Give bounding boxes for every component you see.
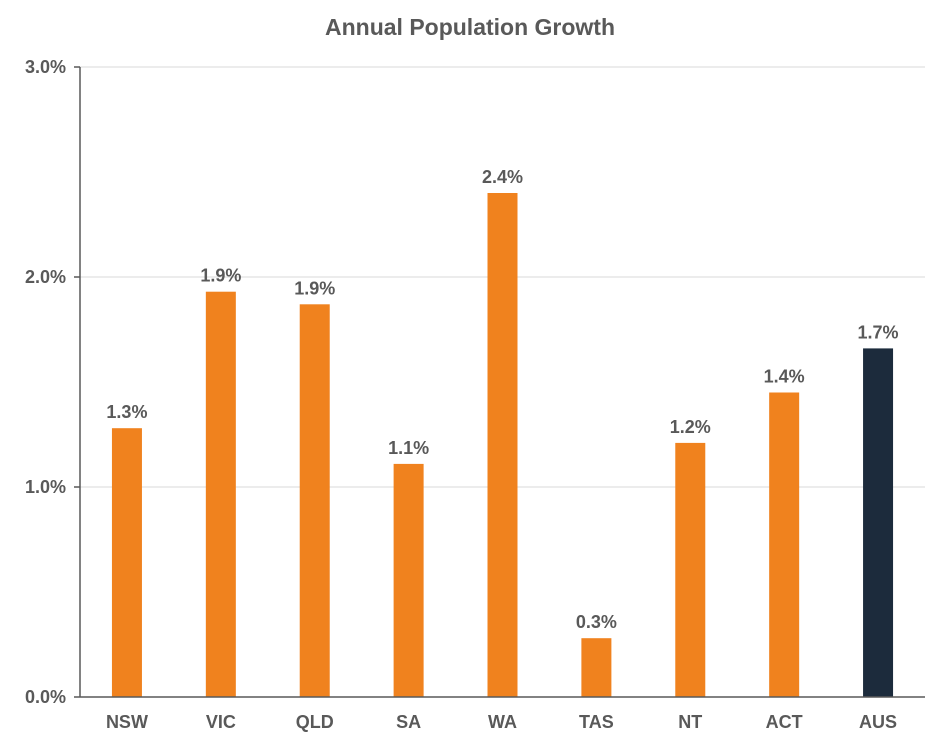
bar-act (769, 392, 800, 697)
axes (79, 67, 925, 698)
category-label-nsw: NSW (106, 712, 148, 732)
data-label-nsw: 1.3% (106, 402, 147, 422)
bar-tas (581, 638, 612, 697)
bar-qld (299, 304, 330, 697)
data-label-act: 1.4% (764, 367, 805, 387)
y-tick-label: 3.0% (25, 57, 66, 77)
y-tick-label: 1.0% (25, 477, 66, 497)
category-label-nt: NT (678, 712, 702, 732)
data-label-sa: 1.1% (388, 438, 429, 458)
y-axis-ticks: 0.0% 1.0% 2.0% 3.0% (25, 57, 80, 707)
bars (111, 193, 894, 697)
bar-aus (863, 348, 894, 697)
data-label-wa: 2.4% (482, 167, 523, 187)
category-label-qld: QLD (296, 712, 334, 732)
x-axis-categories: NSW VIC QLD SA WA TAS NT ACT AUS (106, 712, 897, 732)
bar-wa (487, 193, 518, 697)
bar-vic (205, 291, 236, 697)
data-labels: 1.3% 1.9% 1.9% 1.1% 2.4% 0.3% 1.2% 1.4% 1.7% (106, 167, 898, 632)
y-tick-label: 0.0% (25, 687, 66, 707)
category-label-act: ACT (766, 712, 803, 732)
bar-nsw (111, 428, 142, 697)
y-tick-label: 2.0% (25, 267, 66, 287)
data-label-qld: 1.9% (294, 278, 335, 298)
category-label-tas: TAS (579, 712, 614, 732)
category-label-aus: AUS (859, 712, 897, 732)
bar-nt (675, 442, 706, 697)
bar-sa (393, 463, 424, 697)
category-label-vic: VIC (206, 712, 236, 732)
data-label-vic: 1.9% (200, 266, 241, 286)
category-label-wa: WA (488, 712, 517, 732)
data-label-tas: 0.3% (576, 612, 617, 632)
chart-title: Annual Population Growth (325, 14, 615, 40)
category-label-sa: SA (396, 712, 421, 732)
data-label-nt: 1.2% (670, 417, 711, 437)
data-label-aus: 1.7% (858, 322, 899, 342)
